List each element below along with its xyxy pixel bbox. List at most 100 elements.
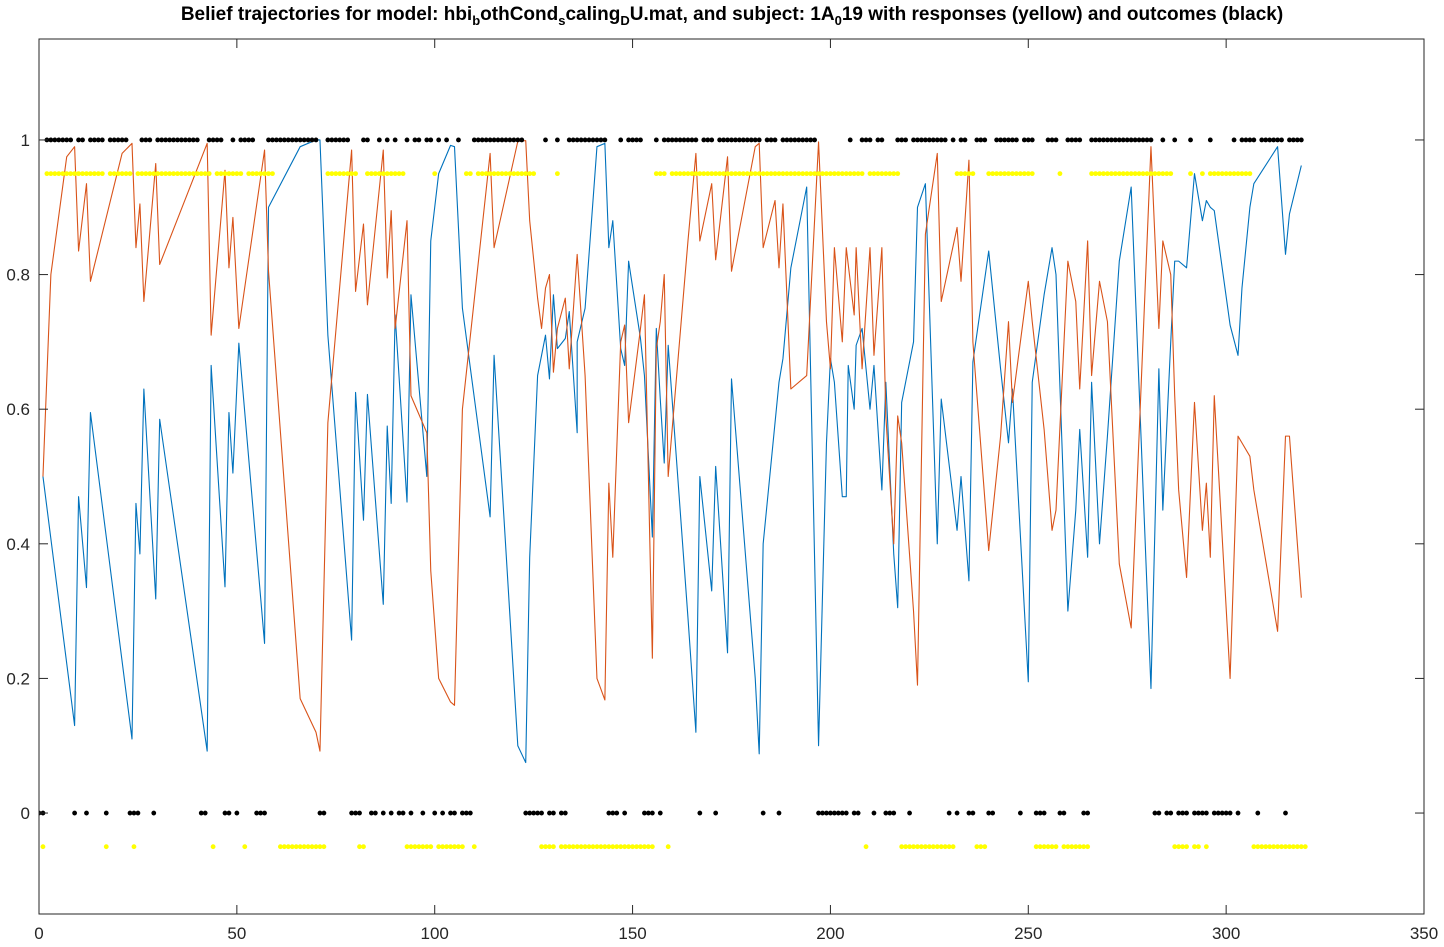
response-point xyxy=(606,844,612,850)
chart-title-part: othCond xyxy=(480,4,558,25)
outcome-point xyxy=(64,137,70,143)
response-point xyxy=(186,171,192,177)
outcome-point xyxy=(669,137,675,143)
response-point xyxy=(428,844,434,850)
response-point xyxy=(1065,844,1071,850)
response-point xyxy=(467,171,473,177)
x-tick-label: 300 xyxy=(1212,924,1240,943)
response-point xyxy=(206,171,212,177)
plot-area xyxy=(39,137,1308,850)
response-point xyxy=(1279,844,1284,850)
outcome-point xyxy=(962,137,968,143)
response-point xyxy=(475,171,481,177)
outcome-point xyxy=(586,137,592,143)
response-point xyxy=(487,171,493,177)
response-point xyxy=(721,171,726,177)
outcome-point xyxy=(1283,810,1288,816)
outcome-point xyxy=(436,137,442,143)
outcome-point xyxy=(883,810,889,816)
response-point xyxy=(341,171,347,177)
outcome-point xyxy=(681,137,687,143)
x-tick-label: 50 xyxy=(227,924,246,943)
outcome-point xyxy=(566,137,572,143)
outcome-point xyxy=(582,137,588,143)
response-point xyxy=(610,844,616,850)
response-point xyxy=(297,844,303,850)
outcome-point xyxy=(1192,810,1197,816)
response-point xyxy=(562,844,568,850)
response-point xyxy=(792,171,798,177)
response-point xyxy=(139,171,145,177)
response-point xyxy=(1093,171,1098,177)
outcome-point xyxy=(1263,137,1269,143)
outcome-point xyxy=(270,137,275,143)
response-point xyxy=(986,171,992,177)
response-point xyxy=(919,844,924,850)
response-point xyxy=(1029,171,1035,177)
outcome-point xyxy=(467,810,473,816)
outcome-point xyxy=(934,137,940,143)
response-point xyxy=(440,844,446,850)
outcome-point xyxy=(1267,137,1273,143)
outcome-point xyxy=(1298,137,1304,143)
response-point xyxy=(301,844,307,850)
response-point xyxy=(179,171,184,177)
outcome-point xyxy=(1188,137,1193,143)
outcome-point xyxy=(970,810,976,816)
outcome-point xyxy=(420,810,426,816)
response-point xyxy=(970,171,976,177)
outcome-point xyxy=(1279,137,1284,143)
outcome-point xyxy=(186,137,192,143)
response-point xyxy=(772,171,778,177)
outcome-point xyxy=(452,810,457,816)
response-point xyxy=(776,171,782,177)
response-point xyxy=(669,171,675,177)
outcome-point xyxy=(519,137,525,143)
response-point xyxy=(1116,171,1122,177)
response-point xyxy=(1188,171,1193,177)
outcome-point xyxy=(863,137,869,143)
outcome-point xyxy=(891,810,897,816)
response-point xyxy=(863,844,869,850)
outcome-point xyxy=(1164,810,1170,816)
response-point xyxy=(784,171,790,177)
response-point xyxy=(479,171,485,177)
outcome-point xyxy=(250,137,256,143)
outcome-point xyxy=(491,137,497,143)
outcome-point xyxy=(115,137,121,143)
outcome-point xyxy=(938,137,944,143)
outcome-point xyxy=(345,137,351,143)
outcome-point xyxy=(1081,810,1087,816)
outcome-point xyxy=(614,810,620,816)
response-point xyxy=(254,171,260,177)
outcome-point xyxy=(776,810,782,816)
chart-title-part: caling xyxy=(565,4,620,25)
response-point xyxy=(804,171,810,177)
outcome-point xyxy=(855,810,861,816)
response-point xyxy=(946,844,952,850)
outcome-point xyxy=(1037,810,1043,816)
outcome-point xyxy=(1259,137,1265,143)
response-point xyxy=(1223,171,1229,177)
outcome-point xyxy=(325,137,331,143)
response-point xyxy=(685,171,691,177)
response-point xyxy=(246,171,252,177)
outcome-point xyxy=(432,810,438,816)
outcome-point xyxy=(994,137,1000,143)
outcome-point xyxy=(1180,810,1186,816)
outcome-point xyxy=(744,137,750,143)
response-point xyxy=(230,171,236,177)
outcome-point xyxy=(539,810,544,816)
response-point xyxy=(163,171,169,177)
response-point xyxy=(1267,844,1273,850)
outcome-point xyxy=(321,810,327,816)
outcome-point xyxy=(487,137,493,143)
outcome-point xyxy=(954,810,960,816)
outcome-point xyxy=(1287,137,1292,143)
response-point xyxy=(380,171,386,177)
outcome-point xyxy=(234,810,240,816)
response-point xyxy=(531,171,537,177)
chart-title-part: 0 xyxy=(835,13,842,28)
response-point xyxy=(614,844,620,850)
outcome-point xyxy=(475,137,481,143)
